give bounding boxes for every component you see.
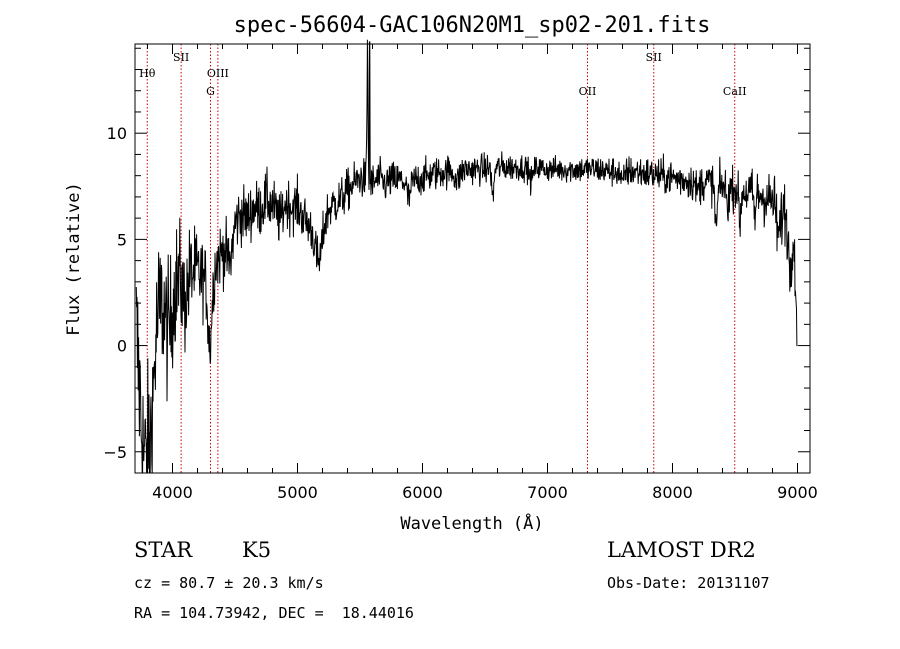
line-marker-label: SII [173,51,189,64]
x-axis-label: Wavelength (Å) [400,512,543,534]
line-markers: Hθ SII OIII G OII SII CaII [139,44,747,473]
y-axis-label: Flux (relative) [64,182,84,336]
y-tick-label: 5 [117,230,127,249]
x-tick-label: 7000 [527,483,568,502]
line-marker-label: Hθ [139,67,156,80]
spectrum-line [135,39,798,474]
coordinates: RA = 104.73942, DEC = 18.44016 [134,604,414,622]
chart-title: spec-56604-GAC106N20M1_sp02-201.fits [234,13,711,38]
object-class: STAR [134,538,193,562]
line-marker-label: OII [579,85,597,98]
line-marker-label: CaII [723,85,747,98]
observation-date: Obs-Date: 20131107 [607,574,770,592]
y-tick-label: −5 [103,443,127,462]
redshift-velocity: cz = 80.7 ± 20.3 km/s [134,574,324,592]
y-tick-label: 0 [117,337,127,356]
object-subclass: K5 [242,538,272,562]
line-marker-label: OIII [207,67,229,80]
survey-name: LAMOST DR2 [607,538,756,562]
line-marker-label: G [206,85,215,98]
x-tick-label: 4000 [152,483,193,502]
line-marker-label: SII [646,51,662,64]
axes: 4000 5000 6000 7000 8000 9000 −5 0 5 10 [103,43,818,502]
x-tick-label: 8000 [652,483,693,502]
x-tick-label: 5000 [277,483,318,502]
x-tick-label: 9000 [777,483,818,502]
x-tick-label: 6000 [402,483,443,502]
y-tick-label: 10 [107,124,127,143]
plot-frame [134,43,811,474]
